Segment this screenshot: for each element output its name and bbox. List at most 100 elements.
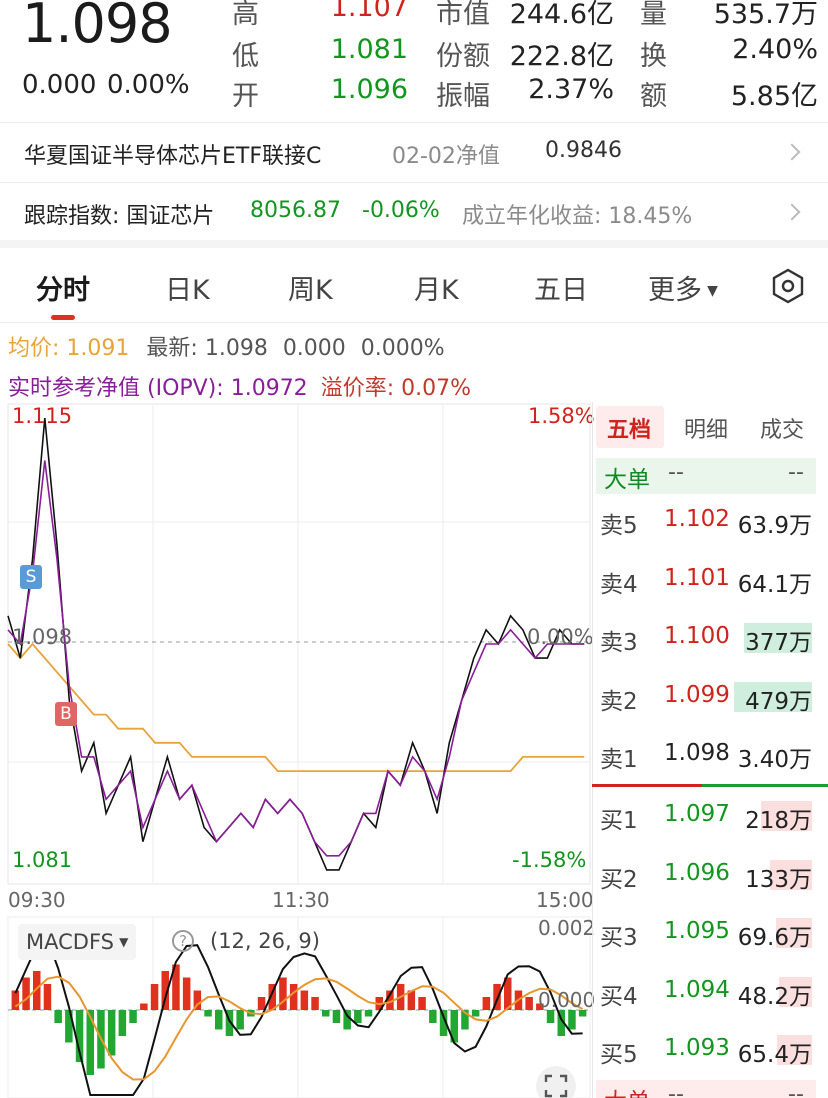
macd-bar (386, 990, 394, 1010)
chevron-right-icon (783, 143, 801, 161)
latest-label: 最新: (146, 336, 198, 361)
ask-level-volume: 64.1万 (737, 571, 812, 598)
macd-bar (215, 1010, 223, 1030)
bid-level-volume: 133万 (745, 866, 812, 893)
price-change-pct: 0.00% (107, 70, 190, 100)
ask-level-name: 卖1 (600, 747, 638, 773)
macd-bar (22, 977, 30, 1010)
macd-bar (107, 1010, 116, 1056)
tracking-index-row[interactable]: 跟踪指数: 国证芯片 8056.87 -0.06% 成立年化收益: 18.45% (0, 182, 828, 240)
bid-level-1[interactable]: 买1 1.097 218万 (598, 795, 826, 839)
macd-bar (118, 1010, 127, 1036)
tab-trades[interactable]: 成交 (760, 418, 805, 443)
nav-value: 0.9846 (545, 138, 622, 163)
time-mid: 11:30 (272, 888, 330, 912)
bid-volume-bar (761, 801, 812, 831)
macd-chart[interactable] (0, 915, 592, 1098)
ask-level-price: 1.098 (664, 740, 730, 766)
macd-bar (418, 997, 426, 1010)
macd-top-value: 0.002 (538, 916, 596, 940)
ask-level-4[interactable]: 卖2 1.099 479万 (598, 676, 826, 720)
ask-level-price: 1.101 (664, 564, 730, 591)
bid-level-name: 买2 (600, 866, 638, 893)
macd-bar (429, 1010, 437, 1023)
tab-five-day[interactable]: 五日 (534, 275, 588, 306)
bid-level-4[interactable]: 买4 1.094 48.2万 (598, 971, 826, 1015)
ask-level-3[interactable]: 卖3 1.100 377万 (598, 617, 826, 661)
mktcap-label: 市值 (436, 0, 490, 30)
active-tab-indicator (51, 315, 75, 320)
latest-value: 1.098 (204, 336, 268, 361)
chart-mid-pct: 0.00% (527, 625, 594, 649)
avg-price-value: 1.091 (66, 336, 130, 361)
fullscreen-icon[interactable] (536, 1066, 576, 1098)
ask-level-name: 卖4 (600, 571, 638, 598)
bid-level-volume: 48.2万 (737, 983, 812, 1010)
tab-daily-k[interactable]: 日K (165, 275, 210, 306)
macd-bar (493, 984, 501, 1010)
bid-level-5[interactable]: 买5 1.093 65.4万 (598, 1029, 826, 1073)
macd-bar (236, 1010, 244, 1030)
buy-marker[interactable]: B (55, 702, 77, 726)
big-order-b: -- (788, 460, 804, 485)
shares-label: 份额 (436, 41, 490, 72)
bid-level-volume: 65.4万 (737, 1042, 812, 1068)
ask-volume-bar (734, 681, 812, 712)
time-end: 15:00 (536, 888, 594, 912)
ask-level-price: 1.102 (664, 506, 730, 532)
tab-five-levels[interactable]: 五档 (607, 418, 652, 443)
macd-bar (568, 1010, 576, 1030)
bid-level-name: 买5 (600, 1042, 638, 1068)
macd-bar (364, 1010, 373, 1017)
macd-bar (75, 1010, 84, 1062)
ask-level-5[interactable]: 卖1 1.098 3.40万 (598, 734, 826, 778)
avg-price-label: 均价: (8, 336, 60, 361)
bid-level-volume: 218万 (745, 808, 812, 834)
iopv-value: 1.0972 (230, 376, 308, 401)
tracking-index-label: 跟踪指数: 国证芯片 (24, 204, 215, 229)
annualized-return: 成立年化收益: 18.45% (462, 204, 693, 229)
bid-level-3[interactable]: 买3 1.095 69.6万 (598, 912, 826, 956)
macd-bar (150, 984, 159, 1010)
chart-bottom-price: 1.081 (12, 848, 73, 872)
ask-level-name: 卖3 (600, 630, 638, 656)
volume-label: 量 (640, 0, 667, 30)
macd-bar (86, 1010, 94, 1075)
ask-bid-divider-red (592, 784, 702, 787)
bid-level-2[interactable]: 买2 1.096 133万 (598, 854, 826, 898)
tab-weekly-k[interactable]: 周K (288, 275, 333, 306)
macd-bar (557, 1010, 565, 1036)
ask-level-1[interactable]: 卖5 1.102 63.9万 (598, 500, 826, 544)
macd-bar (204, 1010, 212, 1017)
bid-volume-bar (776, 918, 812, 948)
ask-level-volume: 479万 (745, 688, 812, 715)
bid-volume-bar (779, 976, 812, 1007)
big-order-row: 大单 -- -- (596, 458, 816, 494)
intraday-chart[interactable] (0, 402, 592, 888)
amplitude-value: 2.37% (528, 74, 614, 105)
ask-level-2[interactable]: 卖4 1.101 64.1万 (598, 559, 826, 603)
turnover-value: 2.40% (732, 34, 818, 65)
ask-level-volume: 3.40万 (737, 747, 812, 773)
macd-bar (482, 997, 491, 1010)
bid-level-name: 买1 (600, 808, 638, 834)
help-icon[interactable]: ? (172, 930, 194, 952)
tab-monthly-k[interactable]: 月K (414, 275, 459, 306)
amplitude-label: 振幅 (436, 81, 490, 112)
ask-level-price: 1.099 (664, 681, 730, 708)
caret-down-icon: ▼ (707, 283, 718, 299)
sell-marker[interactable]: S (20, 565, 42, 589)
tab-more-label: 更多 (648, 275, 702, 306)
macd-bar (268, 984, 276, 1010)
settings-hexagon-icon[interactable] (770, 268, 806, 304)
bid-level-price: 1.094 (664, 976, 730, 1003)
tab-intraday[interactable]: 分时 (36, 275, 90, 306)
linked-fund-row[interactable]: 华夏国证半导体芯片ETF联接C 02-02净值 0.9846 (0, 122, 828, 182)
tab-details[interactable]: 明细 (684, 418, 729, 443)
macd-bar (504, 977, 512, 1010)
macd-indicator-select[interactable]: MACDFS ▼ (18, 924, 137, 960)
order-book-panel (592, 402, 828, 1098)
tab-more[interactable]: 更多 ▼ (648, 268, 718, 307)
macd-bar (65, 1010, 73, 1043)
linked-fund-name: 华夏国证半导体芯片ETF联接C (24, 144, 322, 169)
